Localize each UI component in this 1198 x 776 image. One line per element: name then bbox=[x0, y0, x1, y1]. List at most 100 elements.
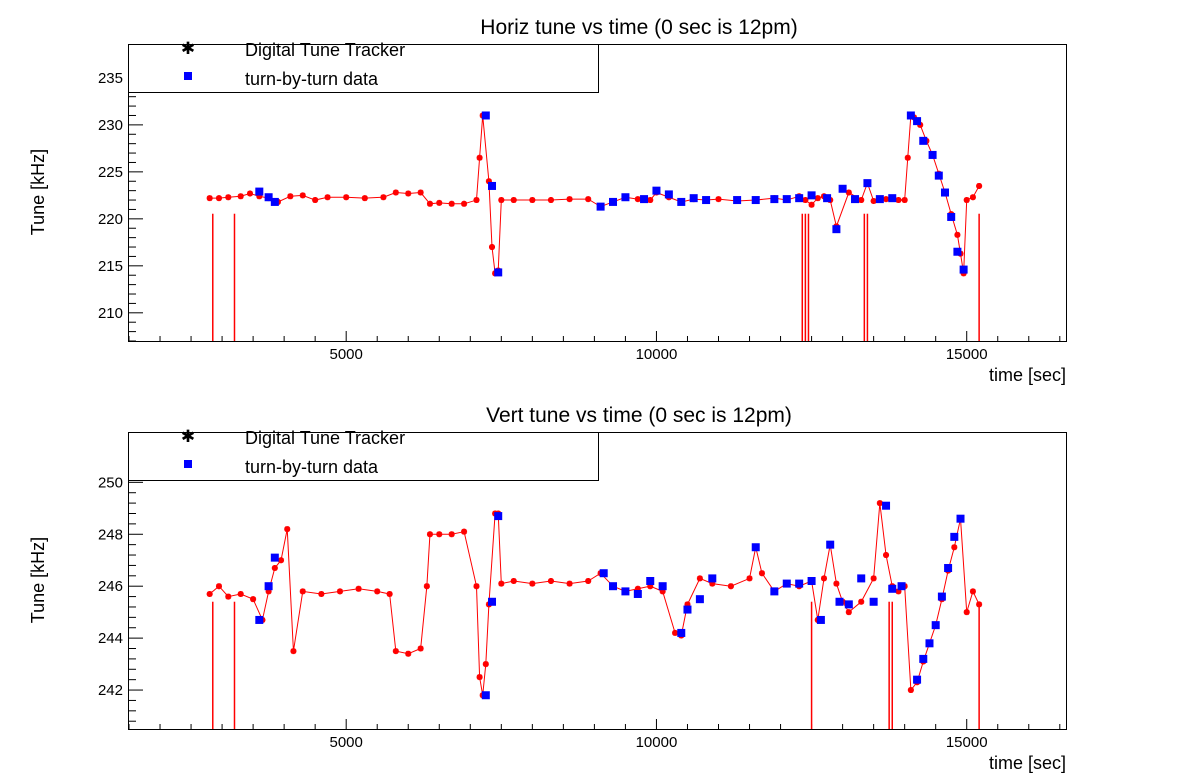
tbt-point bbox=[696, 595, 704, 603]
tracker-point bbox=[477, 155, 483, 161]
tracker-point bbox=[498, 581, 504, 587]
tbt-point bbox=[950, 533, 958, 541]
y-tick-label: 235 bbox=[98, 70, 123, 87]
tbt-point bbox=[938, 593, 946, 601]
tbt-point bbox=[597, 203, 605, 211]
tracker-point bbox=[473, 197, 479, 203]
tracker-point bbox=[225, 194, 231, 200]
tbt-point bbox=[488, 182, 496, 190]
chart-title: Vert tune vs time (0 sec is 12pm) bbox=[486, 404, 792, 427]
tbt-point bbox=[857, 574, 865, 582]
tracker-point bbox=[325, 194, 331, 200]
tracker-point bbox=[902, 197, 908, 203]
tbt-point bbox=[808, 191, 816, 199]
tracker-point bbox=[883, 196, 889, 202]
tracker-point bbox=[954, 232, 960, 238]
y-tick-label: 225 bbox=[98, 164, 123, 181]
tracker-point bbox=[846, 609, 852, 615]
tracker-point bbox=[418, 646, 424, 652]
chart-title: Horiz tune vs time (0 sec is 12pm) bbox=[480, 16, 797, 39]
tracker-point bbox=[225, 594, 231, 600]
legend: ✱ Digital Tune Tracker turn-by-turn data bbox=[129, 427, 599, 481]
tracker-point bbox=[284, 526, 290, 532]
tracker-point bbox=[300, 192, 306, 198]
tracker-point bbox=[489, 244, 495, 250]
tracker-series-line bbox=[210, 503, 979, 695]
tracker-point bbox=[871, 575, 877, 581]
tbt-point bbox=[953, 248, 961, 256]
tracker-point bbox=[393, 190, 399, 196]
tracker-point bbox=[809, 202, 815, 208]
tbt-point bbox=[817, 616, 825, 624]
tbt-point bbox=[271, 198, 279, 206]
tracker-point bbox=[278, 557, 284, 563]
tracker-point bbox=[238, 193, 244, 199]
tbt-point bbox=[770, 587, 778, 595]
tracker-point bbox=[436, 531, 442, 537]
tracker-point bbox=[449, 201, 455, 207]
tracker-point bbox=[548, 197, 554, 203]
tracker-point bbox=[207, 195, 213, 201]
tracker-point bbox=[529, 581, 535, 587]
legend: ✱ Digital Tune Tracker turn-by-turn data bbox=[129, 39, 599, 93]
legend-tracker-marker: ✱ bbox=[181, 427, 195, 446]
tbt-point bbox=[708, 574, 716, 582]
tbt-point bbox=[876, 195, 884, 203]
tracker-point bbox=[436, 200, 442, 206]
tracker-point bbox=[905, 155, 911, 161]
tbt-point bbox=[494, 268, 502, 276]
tbt-point bbox=[839, 185, 847, 193]
axis-ticks: 5000 10000 15000 210 215 220 225 230 235 bbox=[98, 50, 1060, 363]
tbt-point bbox=[770, 195, 778, 203]
tbt-point bbox=[494, 512, 502, 520]
tbt-point bbox=[823, 194, 831, 202]
tracker-point bbox=[207, 591, 213, 597]
tbt-point bbox=[913, 676, 921, 684]
tbt-point bbox=[609, 198, 617, 206]
tracker-point bbox=[697, 575, 703, 581]
tracker-point bbox=[821, 575, 827, 581]
tracker-point bbox=[427, 201, 433, 207]
tbt-point bbox=[957, 515, 965, 523]
tbt-point bbox=[482, 691, 490, 699]
tracker-point bbox=[498, 197, 504, 203]
tracker-point bbox=[759, 570, 765, 576]
x-axis-label: time [sec] bbox=[989, 753, 1066, 773]
tracker-point bbox=[964, 609, 970, 615]
tracker-point bbox=[380, 194, 386, 200]
tracker-point bbox=[802, 197, 808, 203]
tracker-point bbox=[473, 583, 479, 589]
tbt-point bbox=[826, 541, 834, 549]
tracker-point bbox=[567, 581, 573, 587]
tracker-point bbox=[895, 197, 901, 203]
tracker-point bbox=[374, 588, 380, 594]
tbt-point bbox=[808, 577, 816, 585]
tbt-point bbox=[609, 582, 617, 590]
y-tick-label: 248 bbox=[98, 526, 123, 543]
tbt-point bbox=[646, 577, 654, 585]
tracker-point bbox=[405, 651, 411, 657]
tracker-point bbox=[511, 197, 517, 203]
tracker-point bbox=[337, 588, 343, 594]
x-tick-label: 15000 bbox=[946, 346, 988, 363]
tbt-point bbox=[795, 580, 803, 588]
tracker-point bbox=[964, 197, 970, 203]
tbt-point bbox=[919, 137, 927, 145]
tracker-point bbox=[716, 196, 722, 202]
tracker-point bbox=[483, 661, 489, 667]
tbt-point bbox=[845, 600, 853, 608]
tracker-point bbox=[300, 588, 306, 594]
tbt-point bbox=[888, 194, 896, 202]
tracker-point bbox=[747, 575, 753, 581]
vertical-tune-chart: Vert tune vs time (0 sec is 12pm) 5000 10… bbox=[0, 388, 1198, 776]
tracker-point bbox=[833, 581, 839, 587]
tracker-point bbox=[567, 196, 573, 202]
tracker-point bbox=[529, 197, 535, 203]
tbt-point bbox=[677, 198, 685, 206]
y-tick-label: 210 bbox=[98, 305, 123, 322]
tbt-point bbox=[702, 196, 710, 204]
tbt-point bbox=[929, 151, 937, 159]
tracker-point bbox=[461, 529, 467, 535]
horizontal-tune-chart: Horiz tune vs time (0 sec is 12pm) 5000 1… bbox=[0, 0, 1198, 388]
tbt-point bbox=[913, 117, 921, 125]
